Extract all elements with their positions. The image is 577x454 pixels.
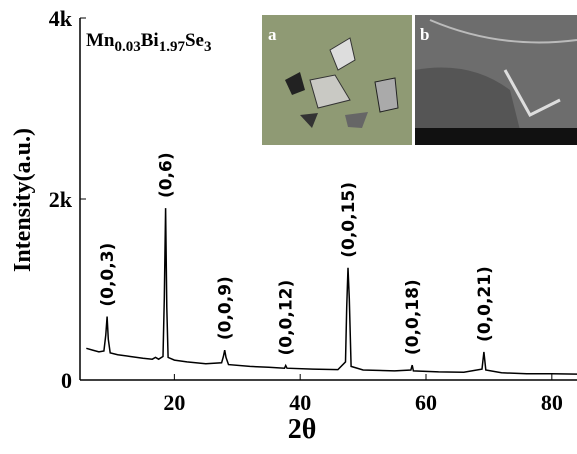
- inset-label: b: [420, 25, 429, 44]
- title-part: Se: [185, 30, 204, 51]
- title-part: 1.97: [159, 39, 186, 55]
- x-tick-label: 80: [541, 390, 563, 415]
- xrd-line: [86, 208, 577, 374]
- peak-label: (0,0,12): [277, 280, 297, 356]
- peak-label: (0,6): [157, 152, 177, 198]
- title-part: Mn: [86, 30, 115, 51]
- x-tick-label: 20: [163, 390, 185, 415]
- title-part: 3: [204, 39, 212, 55]
- peak-label: (0,0,21): [475, 266, 495, 342]
- y-axis-label: Intensity(a.u.): [10, 128, 36, 272]
- inset-label: a: [268, 25, 277, 44]
- peak-label: (0,0,18): [403, 279, 423, 355]
- peak-label: (0,0,15): [339, 182, 359, 258]
- chart: Mn0.03Bi1.97Se3 a b 2θ Intensity(a.u.) 0…: [0, 0, 577, 454]
- x-axis-label: 2θ: [288, 414, 317, 445]
- y-tick-label: 0: [61, 368, 72, 393]
- inset-b: b: [415, 15, 577, 145]
- title-part: 0.03: [115, 39, 141, 55]
- y-tick-label: 2k: [49, 187, 73, 212]
- x-tick-label: 60: [415, 390, 437, 415]
- title-part: Bi: [141, 30, 159, 51]
- x-tick-label: 40: [289, 390, 311, 415]
- chart-title: Mn0.03Bi1.97Se3: [86, 30, 211, 55]
- y-tick-label: 4k: [49, 6, 73, 31]
- peak-label: (0,0,3): [98, 243, 118, 307]
- inset-a: a: [262, 15, 412, 145]
- peak-label: (0,0,9): [216, 276, 236, 340]
